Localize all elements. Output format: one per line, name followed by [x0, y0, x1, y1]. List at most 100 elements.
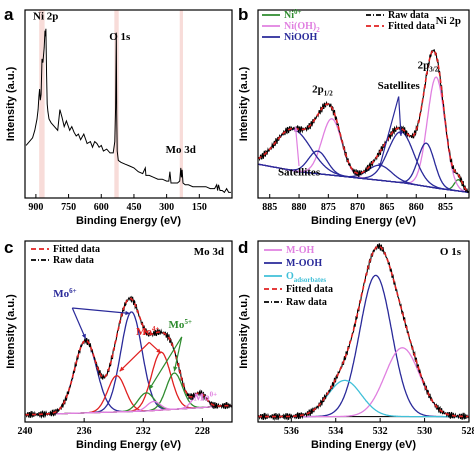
peak-annotation-main: Mo	[53, 288, 69, 300]
legend-label-sup: 0+	[294, 8, 302, 16]
x-tick-label: 236	[77, 426, 92, 437]
peak-annotation-main: 2p	[418, 59, 430, 71]
peak-annotation: Satellites	[278, 166, 321, 178]
x-tick-label: 885	[262, 202, 277, 213]
plot-frame	[24, 9, 233, 199]
y-axis-label: Intensity (a.u.)	[5, 66, 17, 141]
legend-label-sub: adsorbates	[294, 276, 327, 284]
legend-label: Ni0+	[284, 8, 302, 21]
peak-annotation-sup: 0+	[210, 390, 218, 398]
legend-label: Fitted data	[388, 21, 435, 32]
x-tick-label: 228	[195, 426, 210, 437]
x-tick-label: 534	[328, 426, 343, 437]
peak-annotation: 2p1/2	[312, 84, 333, 98]
peak-annotation-sup: 4+	[152, 325, 160, 333]
highlight-band	[39, 10, 45, 198]
arrow-head	[398, 131, 403, 136]
peak-annotation-main: Mo	[169, 319, 185, 331]
annotation-arrow	[398, 96, 402, 136]
x-tick-label: 532	[373, 426, 388, 437]
highlight-band	[179, 10, 183, 198]
arrow-head	[149, 384, 154, 390]
legend-label-main: Fitted data	[388, 21, 435, 32]
annotation-arrow	[294, 126, 300, 167]
legend-label: NiOOH	[284, 32, 318, 43]
peak-annotation-main: Satellites	[278, 166, 321, 178]
panel-c: 240 236 232 228 Binding Energy (eV) Intensity…	[4, 238, 233, 451]
arrow-head	[125, 310, 130, 316]
arrow-head	[173, 366, 178, 372]
x-tick-label: 900	[28, 202, 43, 213]
x-axis-label: Binding Energy (eV)	[311, 439, 416, 451]
legend-label-main: M-OH	[286, 245, 315, 256]
fitted-data-line	[258, 49, 469, 193]
legend-label-main: Ni	[284, 10, 294, 21]
peak-annotation-main: Mo	[136, 326, 152, 338]
survey-spectrum-line	[25, 28, 231, 194]
plot-area	[25, 10, 231, 198]
panel-b: 885 880 875 870 865 860 855 Binding Energy (eV)…	[238, 5, 470, 227]
arrow-head	[119, 366, 125, 372]
plot-frame	[257, 240, 470, 423]
arrow-head	[293, 126, 299, 132]
x-axis-label: Binding Energy (eV)	[311, 215, 416, 227]
annotation-arrow	[378, 96, 400, 169]
core-level-title: Mo 3d	[194, 246, 224, 258]
x-tick-label: 450	[126, 202, 141, 213]
x-tick-label: 860	[409, 202, 424, 213]
legend-label-main: Raw data	[286, 297, 327, 308]
peak-annotation: Satellites	[378, 80, 421, 92]
panel-letter: b	[238, 5, 248, 24]
legend-label-main: Fitted data	[53, 244, 100, 255]
x-tick-label: 536	[284, 426, 299, 437]
x-tick-label: 150	[192, 202, 207, 213]
fitted-data-line	[258, 245, 469, 418]
core-level-title: Ni 2p	[436, 15, 461, 27]
peak-annotation: 2p3/2	[418, 59, 439, 73]
legend-label: Raw data	[388, 10, 429, 21]
arrow-head	[81, 333, 86, 339]
annotation-arrow	[119, 341, 150, 372]
x-tick-label: 600	[94, 202, 109, 213]
x-tick-label: 855	[438, 202, 453, 213]
peak-annotation: Mo0+	[194, 390, 217, 403]
legend-label-main: NiOOH	[284, 32, 318, 43]
plot-frame	[24, 240, 233, 423]
peak-annotation-main: Ni 2p	[33, 10, 58, 22]
y-axis-label: Intensity (a.u.)	[238, 66, 250, 141]
peak-annotation-sup: 5+	[184, 318, 192, 326]
x-tick-label: 232	[136, 426, 151, 437]
peak-annotation: Mo6+	[53, 287, 76, 300]
legend-label: Raw data	[53, 255, 94, 266]
panel-letter: c	[4, 238, 13, 257]
peak-annotation-main: Mo	[194, 391, 210, 403]
arrow-head	[378, 163, 383, 168]
panel-letter: a	[4, 5, 14, 24]
peak-annotation: Mo5+	[169, 318, 192, 331]
component-peak	[25, 351, 232, 416]
peak-annotation-main: Mo 3d	[166, 144, 196, 156]
fitted-data-line	[25, 297, 232, 416]
annotation-arrow	[173, 336, 183, 372]
x-tick-label: 240	[18, 426, 33, 437]
annotation-arrow	[148, 336, 183, 390]
annotation-arrow	[72, 307, 131, 314]
x-axis-label: Binding Energy (eV)	[76, 439, 181, 451]
y-axis-label: Intensity (a.u.)	[238, 294, 250, 369]
legend-label: M-OOH	[286, 258, 322, 269]
core-level-title: O 1s	[440, 246, 462, 258]
x-tick-label: 300	[159, 202, 174, 213]
peak-annotation-main: Satellites	[378, 80, 421, 92]
legend-label: M-OH	[286, 245, 315, 256]
panel-a: 900 750 600 450 300 150 Binding Energy (eV) Int…	[4, 5, 233, 227]
plot-area	[25, 295, 232, 419]
legend-label: Fitted data	[286, 284, 333, 295]
x-tick-label: 870	[350, 202, 365, 213]
raw-data-line	[258, 243, 469, 422]
legend-label-main: Fitted data	[286, 284, 333, 295]
peak-annotation: Mo4+	[136, 325, 159, 338]
annotation-arrow	[71, 307, 87, 339]
